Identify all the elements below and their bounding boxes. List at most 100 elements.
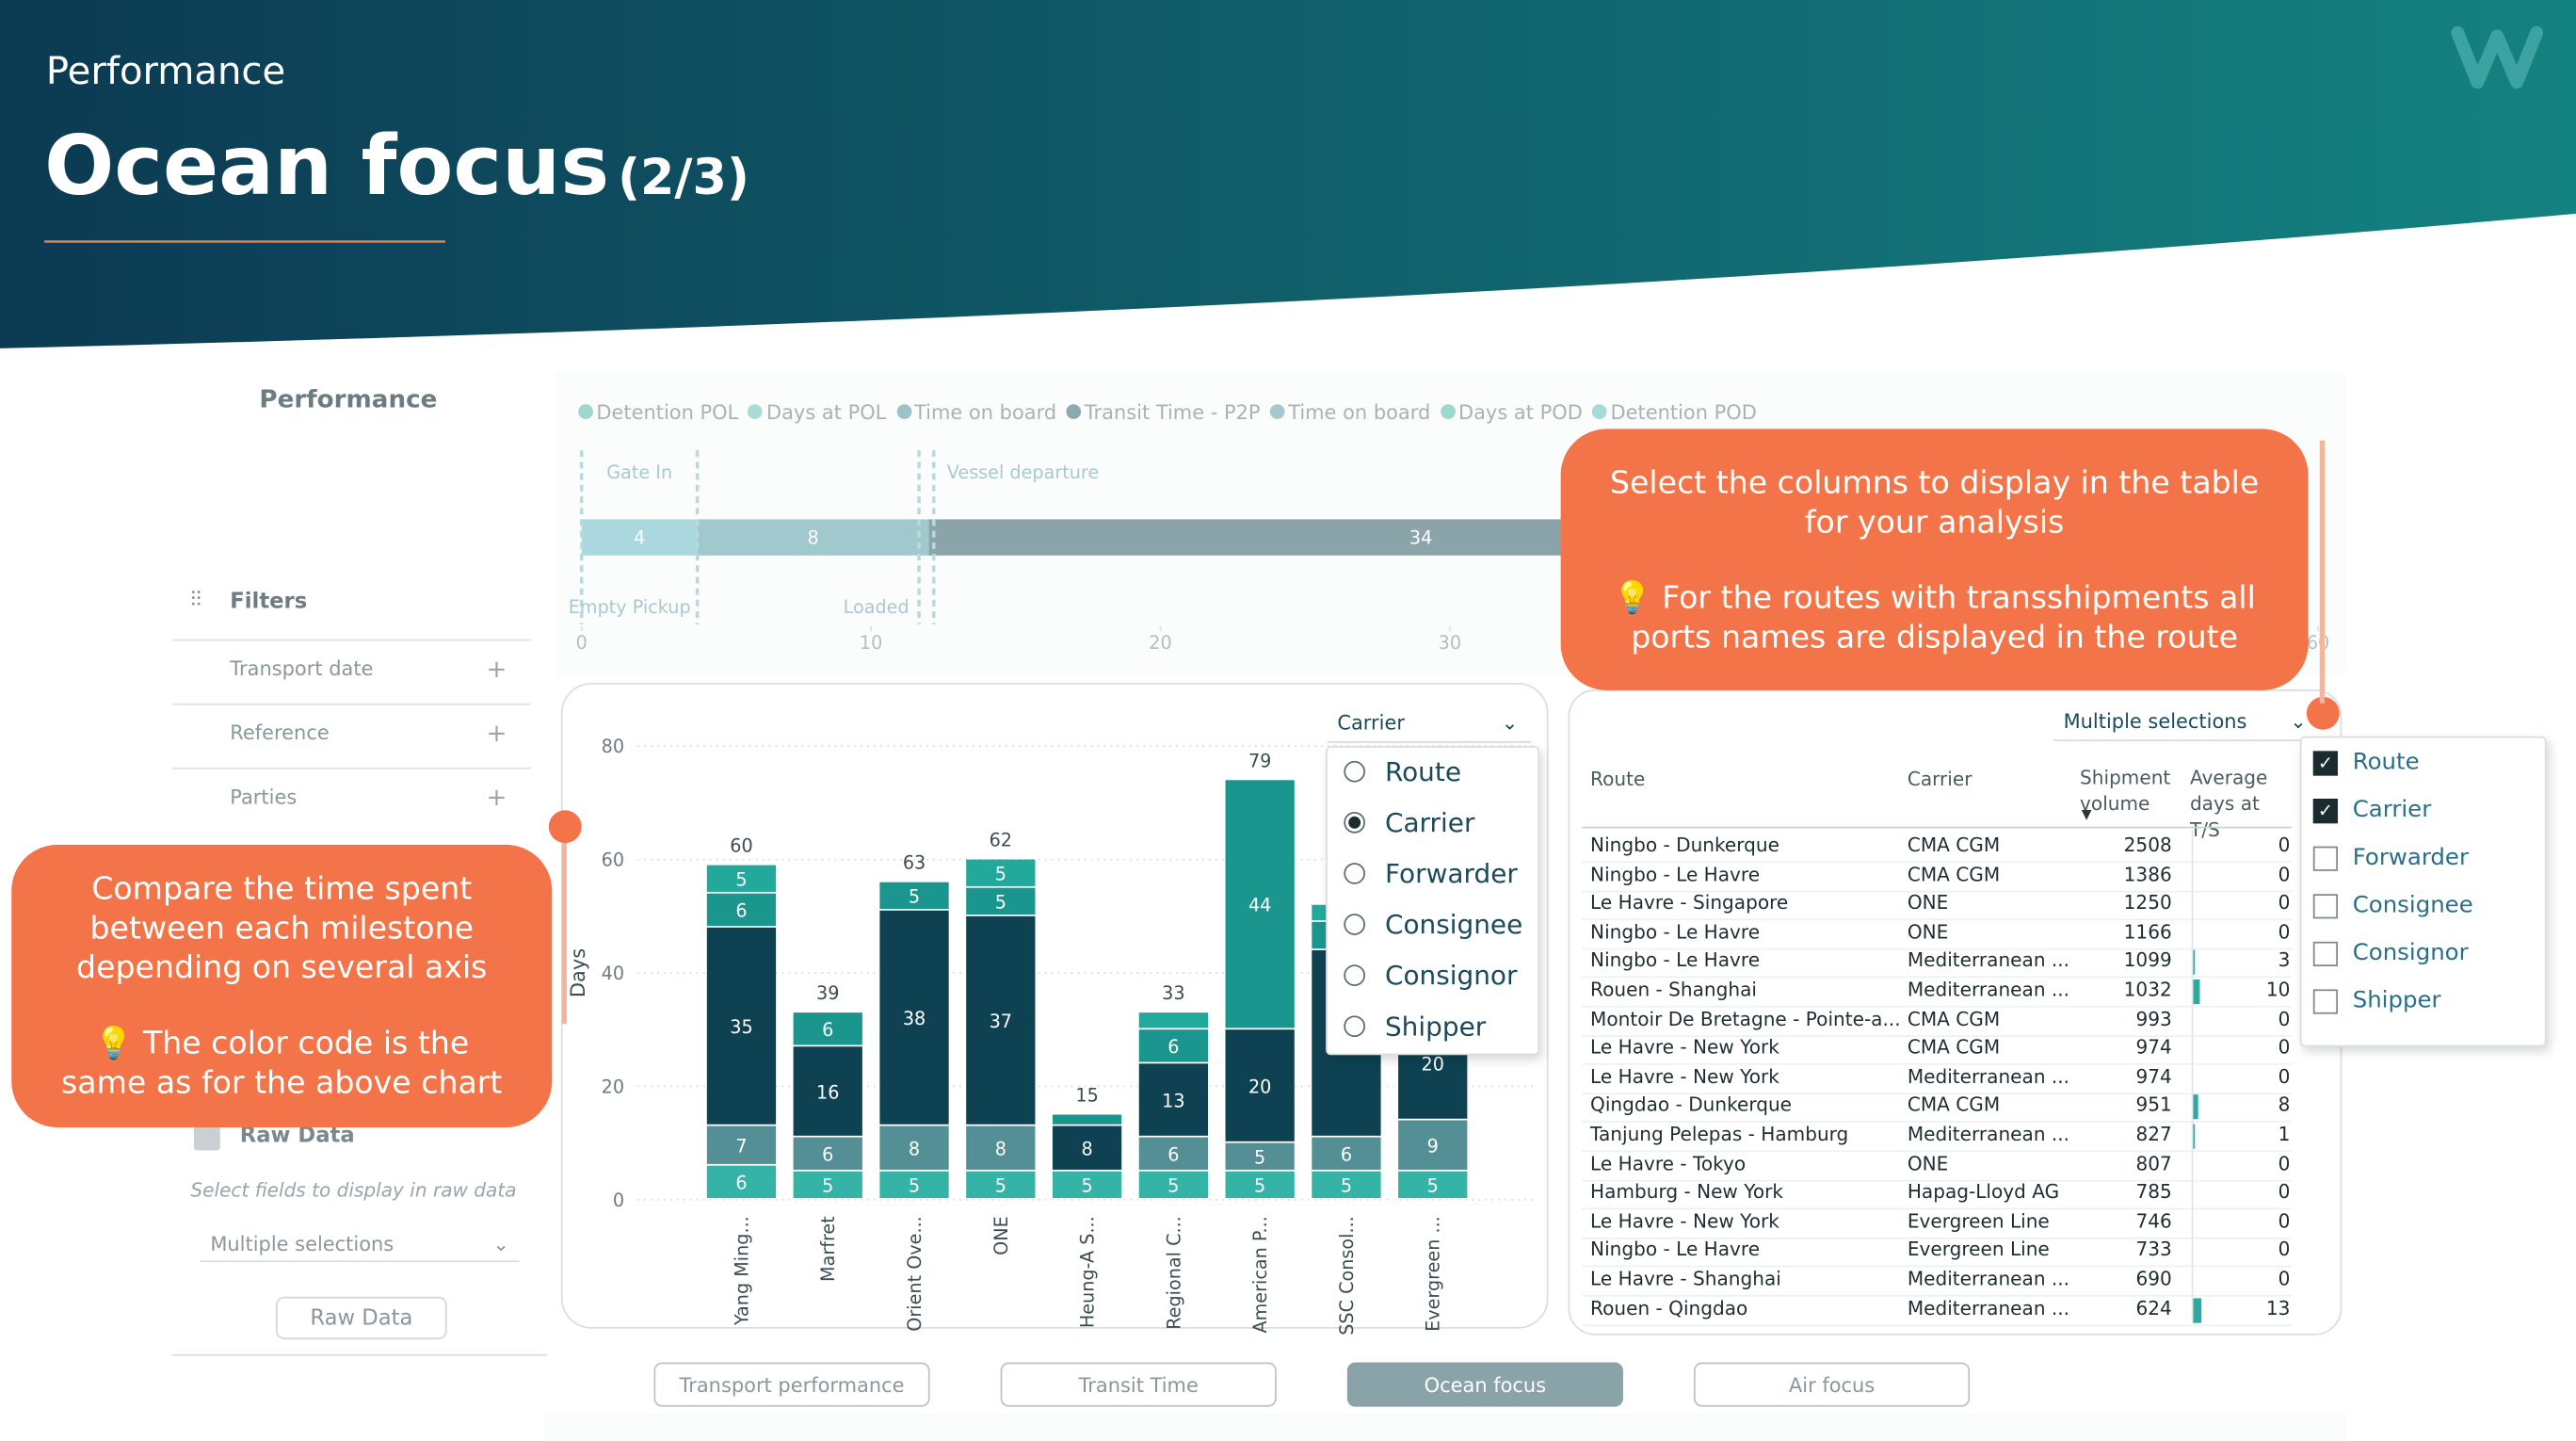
cell-volume: 951 (2135, 1093, 2172, 1117)
expand-icon: + (486, 654, 507, 684)
bar-segment (1398, 1171, 1468, 1199)
radio[interactable] (1344, 914, 1366, 935)
separator (172, 1353, 548, 1356)
option-label[interactable]: Forwarder (1384, 857, 1518, 889)
expand-icon: + (486, 782, 507, 812)
bar-segment (706, 1125, 777, 1164)
bar-segment (1225, 1171, 1295, 1199)
cell-avg-days: 0 (2278, 1267, 2291, 1290)
column-header: Average days at T/S (2189, 766, 2268, 842)
raw-data-hint: Select fields to display in raw data (190, 1178, 517, 1202)
option-label[interactable]: Shipper (2352, 987, 2441, 1014)
cell-avg-days: 3 (2278, 948, 2291, 972)
legend-label: Days at POL (765, 400, 887, 425)
x-tick-label: American P... (1249, 1216, 1271, 1333)
bar-segment (793, 1046, 862, 1136)
filter-item[interactable]: Reference (230, 721, 330, 745)
data-label: 5 (995, 1175, 1006, 1197)
cell-carrier: ONE (1907, 1151, 1949, 1174)
legend-dot (1066, 404, 1082, 419)
carrier-select[interactable]: Carrier ⌄ (1327, 702, 1532, 743)
x-tick-label: Evergreen ... (1423, 1216, 1444, 1332)
y-tick-label: 80 (602, 736, 624, 757)
cell-carrier: CMA CGM (1907, 1035, 2001, 1060)
option-label[interactable]: Route (1384, 755, 1462, 787)
checkbox[interactable] (2312, 894, 2338, 919)
sidebar-title: Performance (259, 384, 438, 414)
tab[interactable]: Ocean focus (1346, 1362, 1623, 1407)
filter-item[interactable]: Parties (230, 785, 298, 809)
total-label: 60 (730, 835, 752, 857)
tab[interactable]: Air focus (1693, 1362, 1971, 1407)
chevron: ⌄ (1501, 711, 1519, 735)
row-rule (1582, 1093, 2293, 1094)
bar-segment (1398, 1120, 1468, 1170)
checkbox[interactable]: ✓ (2312, 799, 2338, 824)
data-label: 5 (735, 869, 747, 891)
legend-dot (1440, 404, 1456, 419)
cell-carrier: Evergreen Line (1907, 1238, 2050, 1262)
data-label: 5 (1081, 1175, 1092, 1197)
tab[interactable]: Transport performance (653, 1362, 930, 1407)
option-label[interactable]: Carrier (2352, 797, 2432, 824)
filter-item[interactable]: Transport date (230, 656, 374, 681)
option-label[interactable]: Shipper (1384, 1011, 1487, 1043)
column-select[interactable]: Multiple selections ⌄ (2053, 702, 2317, 741)
cell-carrier: ONE (1907, 891, 1949, 915)
legend-label: Detention POD (1610, 400, 1757, 425)
cell-route: Ningbo - Le Havre (1590, 862, 1761, 885)
total-label: 62 (990, 830, 1012, 851)
option-label[interactable]: Forwarder (2352, 844, 2470, 871)
cell-volume: 746 (2135, 1208, 2172, 1233)
x-tick-label: 30 (1439, 632, 1461, 654)
row-rule (1582, 1121, 2293, 1124)
cell-volume: 785 (2135, 1180, 2172, 1204)
option-label[interactable]: Carrier (1384, 806, 1475, 838)
cell-avg-days: 0 (2278, 1006, 2291, 1030)
cell-avg-days: 0 (2278, 1208, 2291, 1233)
cell-route: Ningbo - Dunkerque (1590, 833, 1779, 857)
cell-route: Le Havre - New York (1590, 1035, 1779, 1060)
bar-segment (966, 887, 1036, 915)
raw-data-button[interactable]: Raw Data (276, 1296, 447, 1340)
callout-text: 💡 The color code is the same as for the … (61, 1025, 503, 1102)
checkbox[interactable] (2312, 846, 2338, 871)
tab[interactable]: Transit Time (1000, 1362, 1277, 1407)
checkbox[interactable] (2312, 989, 2338, 1014)
raw-data-select[interactable]: Multiple selections ⌄ (200, 1222, 520, 1263)
cell-avg-days: 10 (2265, 978, 2291, 1001)
radio[interactable] (1344, 863, 1366, 884)
radio[interactable] (1344, 1015, 1366, 1038)
cell-carrier: Mediterranean ... (1907, 1122, 2070, 1146)
chevron: ⌄ (492, 1232, 509, 1256)
cell-carrier: Evergreen Line (1907, 1208, 2050, 1233)
radio[interactable] (1344, 811, 1366, 834)
radio[interactable] (1344, 760, 1366, 783)
column-header: Route (1590, 767, 1646, 791)
option-label[interactable]: Consignee (1384, 908, 1523, 941)
cell-volume: 1166 (2123, 919, 2172, 944)
cell-route: Le Havre - Shanghai (1590, 1267, 1781, 1290)
checkbox[interactable] (2312, 941, 2338, 966)
option-label[interactable]: Route (2352, 749, 2420, 776)
segment-label: 4 (634, 527, 645, 549)
cell-carrier: Mediterranean ... (1907, 978, 2070, 1001)
chevron: ⌄ (2290, 709, 2307, 734)
checkbox[interactable]: ✓ (2312, 751, 2338, 776)
bar-segment (879, 882, 949, 910)
cell-route: Rouen - Shanghai (1590, 978, 1757, 1001)
radio[interactable] (1344, 964, 1366, 986)
option-label[interactable]: Consignor (1384, 960, 1518, 992)
carrier-options: Route Carrier Forwarder Consignee Consignor S… (1326, 746, 1539, 1056)
option-label[interactable]: Consignor (2352, 940, 2469, 966)
cell-volume: 807 (2135, 1151, 2172, 1174)
row-rule (1582, 1034, 2293, 1037)
header-band (0, 0, 2576, 348)
cell-avg-days: 0 (2278, 1064, 2291, 1088)
callout-right: Select the columns to display in the tab… (1560, 429, 2309, 690)
raw-data-icon (193, 1124, 220, 1151)
row-rule (1582, 861, 2293, 864)
cell-volume: 1032 (2123, 978, 2172, 1001)
option-label[interactable]: Consignee (2352, 892, 2473, 919)
data-label: 44 (1248, 895, 1271, 916)
